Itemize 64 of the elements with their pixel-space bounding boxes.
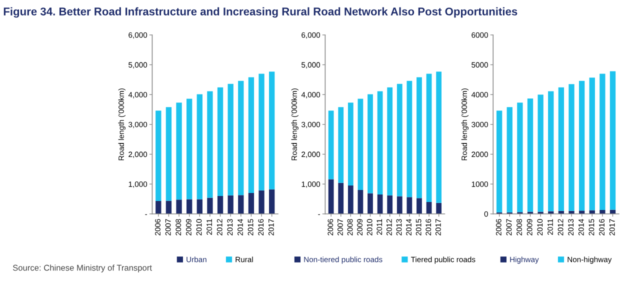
bar [377, 91, 383, 194]
bar [228, 84, 234, 196]
bar [268, 72, 275, 190]
bar [387, 195, 393, 214]
bar [238, 195, 244, 214]
bar [258, 190, 264, 214]
bar [527, 98, 534, 212]
bar [196, 199, 202, 214]
bar [338, 107, 344, 183]
bar [416, 198, 422, 214]
bar [406, 80, 412, 198]
bar [196, 94, 202, 200]
bar [568, 84, 574, 211]
bar [436, 202, 442, 214]
bar [496, 110, 502, 212]
bar [228, 195, 234, 214]
bar [406, 197, 412, 214]
bar [166, 107, 172, 201]
bar [248, 193, 254, 214]
bar [558, 87, 564, 211]
bar [248, 77, 254, 194]
bar [338, 182, 344, 214]
bar [207, 198, 213, 214]
bar [377, 194, 383, 214]
bar [328, 179, 334, 214]
bar [176, 200, 182, 214]
bar [156, 110, 162, 202]
bar [217, 87, 224, 196]
bar [358, 190, 364, 214]
bar [538, 94, 544, 212]
bar [217, 196, 224, 214]
bar [156, 201, 162, 214]
bar [186, 98, 192, 200]
bar [600, 210, 606, 214]
bar [348, 186, 354, 214]
bar [176, 102, 182, 200]
bar [506, 107, 512, 212]
bar [548, 211, 554, 214]
bar [600, 74, 606, 210]
bar [416, 77, 422, 198]
bar [368, 193, 373, 214]
bar [166, 200, 172, 214]
bar [238, 80, 244, 196]
bar [436, 72, 442, 203]
bar [548, 91, 554, 212]
bar [610, 210, 616, 214]
bar [207, 91, 213, 198]
bar [396, 84, 402, 196]
chart-title: Figure 34. Better Road Infrastructure and Increasing Rural Road Network Also Post Opportunities [4, 7, 518, 18]
bar [387, 87, 393, 196]
bar [396, 196, 402, 214]
bar [258, 74, 264, 190]
source-note: Source: Chinese Ministry of Transport [12, 264, 152, 272]
bar [268, 189, 275, 214]
bar [426, 74, 432, 202]
bar [368, 94, 373, 194]
bar [348, 102, 354, 186]
bar [610, 71, 616, 210]
bar [358, 98, 364, 190]
bar [589, 78, 595, 210]
bar [328, 110, 334, 180]
bar [578, 80, 585, 211]
bar [186, 199, 192, 214]
bar [517, 102, 523, 212]
